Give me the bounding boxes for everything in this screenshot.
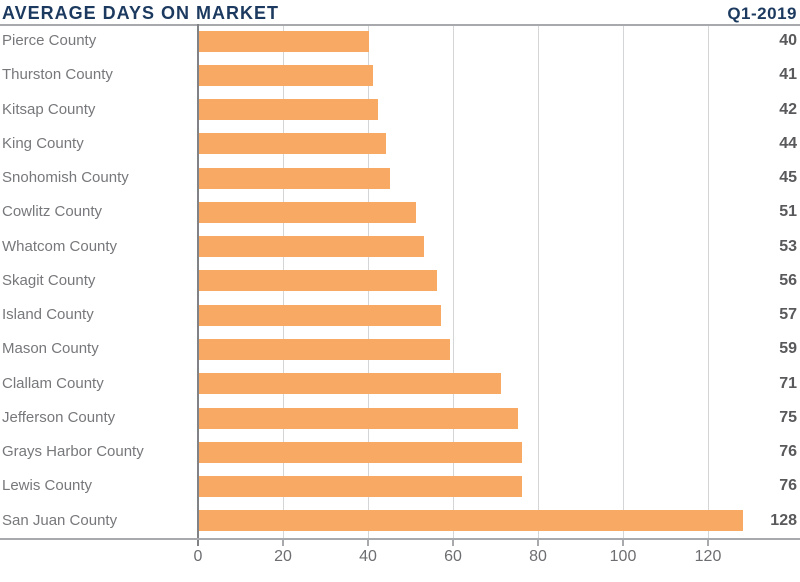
x-tick-label-0: 0 (193, 548, 203, 565)
chart-period-label: Q1-2019 (727, 4, 797, 23)
value-label: 128 (770, 511, 797, 529)
bar-row-13: Lewis County 76 (0, 469, 800, 503)
category-label: Cowlitz County (2, 203, 103, 221)
bar-row-12: Grays Harbor County 76 (0, 435, 800, 469)
bar-row-4: Snohomish County 45 (0, 161, 800, 195)
bar (199, 64, 374, 86)
x-tick-mark-120 (707, 540, 709, 546)
x-tick-label-100: 100 (609, 548, 637, 565)
category-label: Pierce County (2, 32, 97, 49)
x-tick-mark-60 (452, 540, 454, 546)
value-label: 76 (779, 477, 797, 495)
x-tick-mark-20 (282, 540, 284, 546)
bar-row-10: Clallam County 71 (0, 367, 800, 401)
category-label: Grays Harbor County (2, 443, 144, 461)
bar-row-5: Cowlitz County 51 (0, 195, 800, 229)
bar (199, 133, 386, 155)
bar-row-7: Skagit County 56 (0, 264, 800, 298)
bar-row-6: Whatcom County 53 (0, 230, 800, 264)
bar-row-8: Island County 57 (0, 298, 800, 332)
category-label: Jefferson County (2, 408, 116, 426)
gridline-120 (708, 26, 709, 538)
bar (199, 201, 416, 223)
bar (199, 510, 743, 532)
bar (199, 304, 442, 326)
category-label: King County (2, 134, 84, 152)
bar (199, 476, 522, 498)
x-tick-mark-100 (622, 540, 624, 546)
category-label: Island County (2, 306, 94, 324)
category-label: Kitsap County (2, 100, 96, 118)
category-label: Skagit County (2, 271, 96, 289)
bar-row-9: Mason County 59 (0, 332, 800, 366)
bar-row-0: Pierce County 40 (0, 24, 800, 58)
y-axis-zero-line (197, 24, 199, 546)
value-label: 76 (779, 443, 797, 461)
category-label: Lewis County (2, 477, 93, 495)
bar (199, 407, 518, 429)
chart-top-border (0, 24, 800, 26)
x-tick-label-120: 120 (694, 548, 722, 565)
x-tick-label-40: 40 (359, 548, 377, 565)
value-label: 53 (779, 237, 797, 255)
gridline-60 (453, 26, 454, 538)
bar (199, 30, 369, 52)
value-label: 42 (779, 100, 797, 118)
value-label: 57 (779, 306, 797, 324)
bar-row-14: San Juan County 128 (0, 504, 800, 538)
value-label: 59 (779, 340, 797, 358)
bar-row-11: Jefferson County 75 (0, 401, 800, 435)
category-label: Clallam County (2, 374, 104, 392)
chart-title: AVERAGE DAYS ON MARKET (2, 3, 280, 23)
bar (199, 441, 522, 463)
value-label: 75 (779, 408, 797, 426)
value-label: 40 (779, 32, 797, 49)
value-label: 45 (779, 169, 797, 187)
bar (199, 339, 450, 361)
x-axis-line (0, 538, 800, 540)
x-tick-mark-80 (537, 540, 539, 546)
bar (199, 99, 378, 121)
category-label: Thurston County (2, 66, 113, 84)
x-tick-mark-40 (367, 540, 369, 546)
bar (199, 270, 437, 292)
x-tick-label-60: 60 (444, 548, 462, 565)
value-label: 41 (779, 66, 797, 84)
bar-row-1: Thurston County 41 (0, 58, 800, 92)
bar-row-2: Kitsap County 42 (0, 93, 800, 127)
category-label: San Juan County (2, 511, 118, 529)
x-tick-label-20: 20 (274, 548, 292, 565)
value-label: 56 (779, 271, 797, 289)
value-label: 44 (779, 134, 797, 152)
category-label: Snohomish County (2, 169, 129, 187)
gridline-100 (623, 26, 624, 538)
value-label: 71 (779, 374, 797, 392)
bar (199, 373, 501, 395)
bar-row-3: King County 44 (0, 127, 800, 161)
gridline-80 (538, 26, 539, 538)
bar (199, 236, 425, 258)
x-tick-label-80: 80 (529, 548, 547, 565)
value-label: 51 (779, 203, 797, 221)
category-label: Mason County (2, 340, 99, 358)
bar (199, 167, 391, 189)
category-label: Whatcom County (2, 237, 118, 255)
